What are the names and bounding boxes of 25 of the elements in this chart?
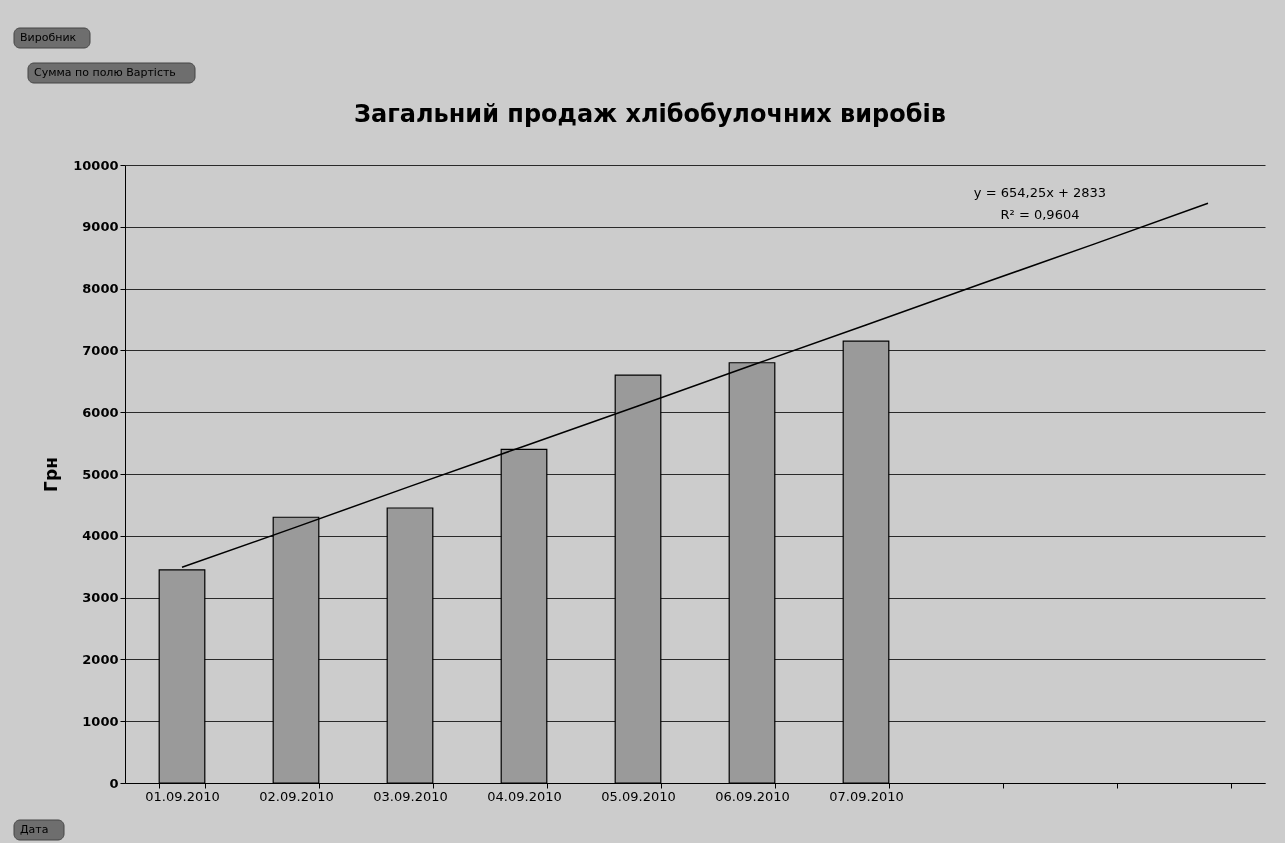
text: Сумма по полю Вартість [34, 66, 176, 79]
y-tick-label: 2000 [82, 651, 119, 667]
x-tick-label: 04.09.2010 [487, 788, 562, 804]
y-tick-label: 0 [109, 775, 119, 791]
x-tick-label: 02.09.2010 [259, 788, 334, 804]
y-tick-label: 6000 [82, 404, 119, 420]
y-tick-label: 9000 [82, 219, 119, 235]
y-tick-label: 5000 [82, 466, 119, 482]
y-tick-label: 8000 [82, 281, 119, 297]
x-tick-label: 05.09.2010 [601, 788, 676, 804]
y-axis-title: Грн [41, 457, 62, 492]
x-tick-label: 03.09.2010 [373, 788, 448, 804]
text: Виробник [20, 31, 77, 44]
chart-title: Загальний продаж хлібобулочних виробів [354, 100, 946, 128]
y-tick-label: 10000 [73, 157, 119, 173]
y-tick-label: 3000 [82, 590, 119, 606]
y-tick-label: 1000 [82, 713, 119, 729]
text: Дата [20, 823, 49, 836]
y-tick-label: 7000 [82, 342, 119, 358]
x-tick-label: 06.09.2010 [715, 788, 790, 804]
x-tick-label: 01.09.2010 [145, 788, 220, 804]
x-tick-label: 07.09.2010 [829, 788, 904, 804]
y-tick-label: 4000 [82, 528, 119, 544]
annotation: y = 654,25x + 2833 [973, 185, 1107, 200]
annotation: R² = 0,9604 [1000, 207, 1080, 222]
